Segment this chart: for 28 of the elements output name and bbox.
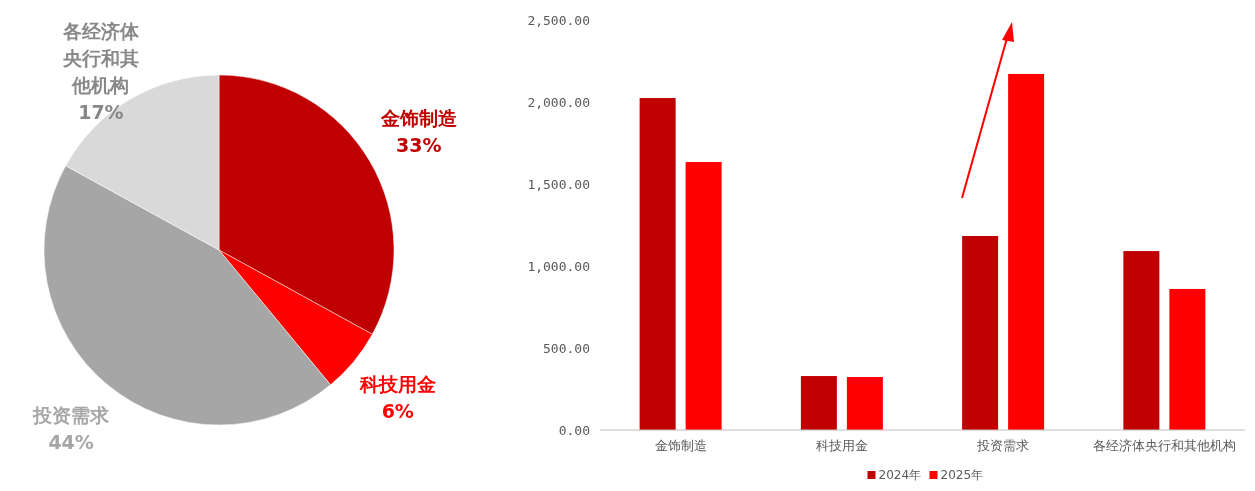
bar (639, 98, 676, 430)
y-tick-label: 1,000.00 (527, 258, 590, 274)
bar (1123, 251, 1160, 430)
y-tick-label: 2,000.00 (527, 94, 590, 110)
x-tick-label: 金饰制造 (654, 438, 707, 453)
bar (800, 376, 837, 430)
slice-label: 科技用金 (358, 372, 436, 395)
y-tick-label: 1,500.00 (527, 176, 590, 192)
y-tick-label: 0.00 (558, 422, 590, 438)
data-label: 17% (78, 101, 124, 123)
data-label: 33% (395, 133, 442, 156)
bar (685, 162, 722, 430)
slice-label: 各经济体央行和其他机构 (61, 20, 140, 96)
legend-label: 2024年 (878, 468, 922, 482)
data-label: 44% (48, 430, 94, 453)
bar (846, 377, 883, 430)
x-tick-label: 科技用金 (815, 438, 868, 453)
slice-label: 投资需求 (32, 403, 111, 426)
slice-label: 金饰制造 (379, 106, 458, 129)
y-tick-label: 500.00 (543, 340, 590, 356)
x-tick-label: 各经济体央行和其他机构 (1092, 438, 1236, 453)
data-label: 6% (381, 399, 414, 422)
bar (1008, 73, 1045, 430)
bar (1169, 288, 1206, 430)
x-tick-label: 投资需求 (976, 438, 1030, 453)
y-tick-label: 2,500.00 (527, 12, 590, 28)
bar (962, 235, 999, 430)
legend-label: 2025年 (940, 468, 984, 482)
